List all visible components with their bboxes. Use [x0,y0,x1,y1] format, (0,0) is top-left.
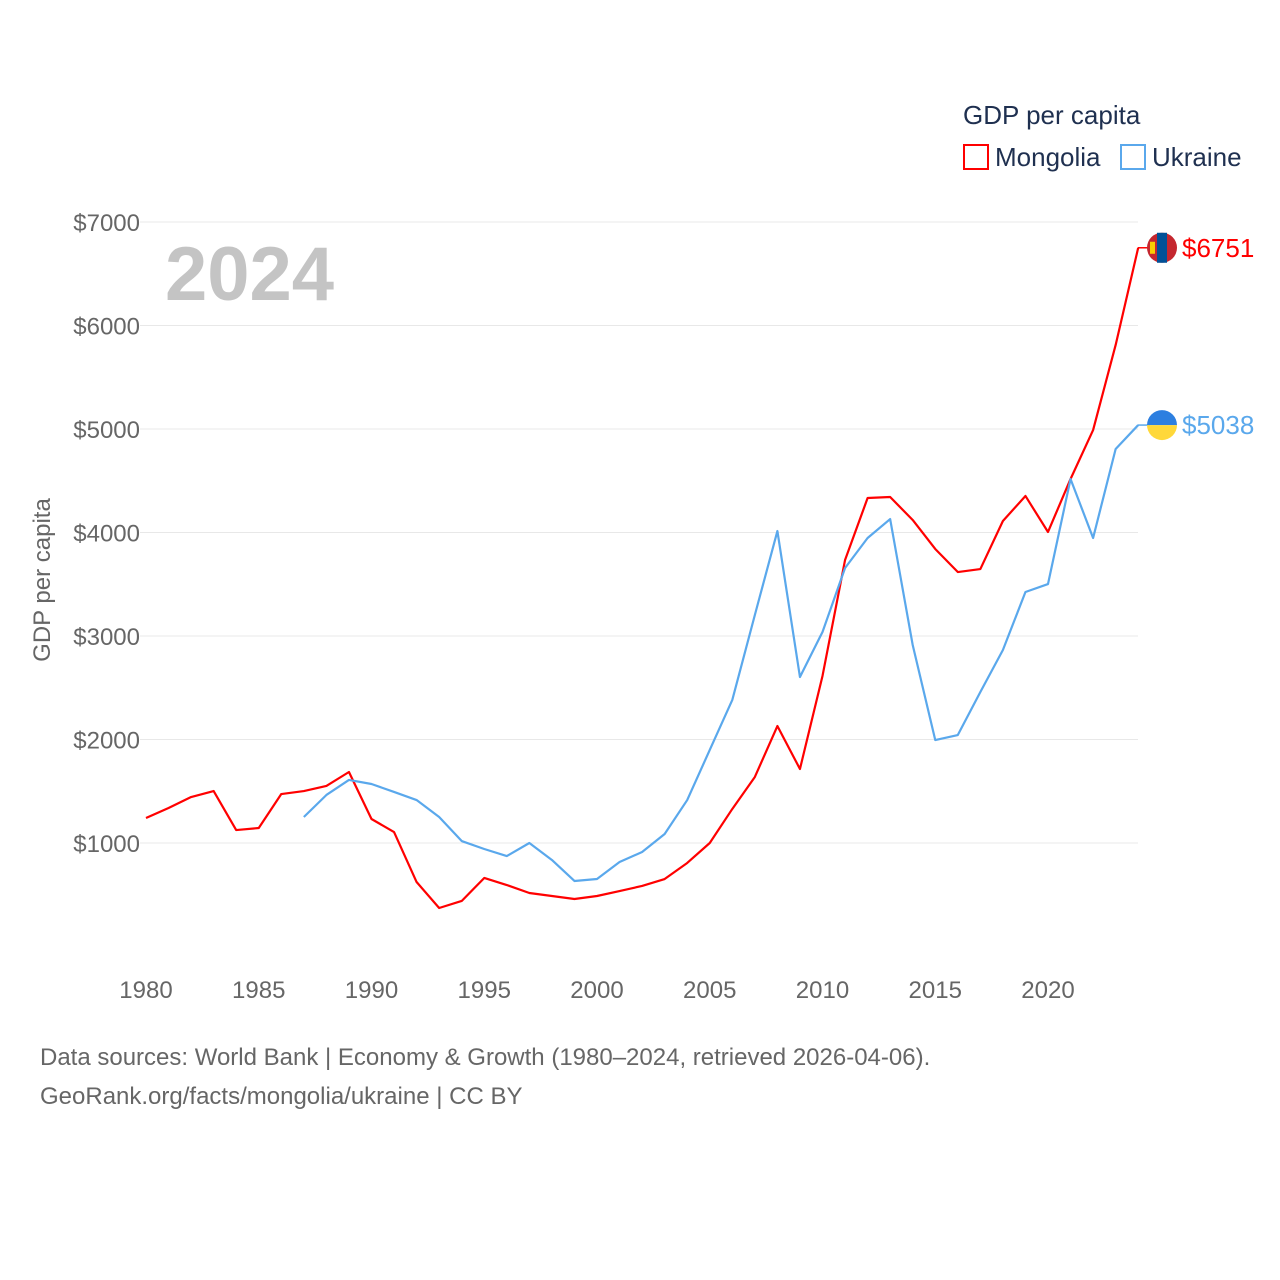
end-value-label: $6751 [1182,233,1254,263]
legend: Mongolia Ukraine [963,142,1242,172]
legend-swatch [1120,144,1146,170]
end-labels: $6751 $5038 [1138,232,1254,441]
x-tick-label: 2005 [683,977,736,1004]
x-tick-label: 2020 [1021,977,1074,1004]
y-tick-label: $4000 [73,521,140,548]
x-tick-label: 1980 [119,977,172,1004]
x-tick-label: 1985 [232,977,285,1004]
ukraine-flag-icon [1147,410,1177,441]
x-tick-label: 2000 [570,977,623,1004]
y-tick-label: $3000 [73,624,140,651]
series-line-ukraine [303,424,1140,883]
y-tick-label: $5000 [73,417,140,444]
x-tick-label: 1990 [345,977,398,1004]
x-tick-label: 2015 [909,977,962,1004]
mongolia-flag-icon [1147,232,1177,263]
end-value-label: $5038 [1182,410,1254,440]
legend-swatch [963,144,989,170]
y-tick-label: $2000 [73,728,140,755]
x-tick-label: 2010 [796,977,849,1004]
x-axis-ticks: 1980 1985 1990 1995 2000 2005 2010 2015 2020 [119,977,1074,1004]
footer-link[interactable]: GeoRank.org/facts/mongolia/ukraine | CC … [40,1083,523,1110]
x-tick-label: 1995 [458,977,511,1004]
legend-label: Mongolia [995,142,1101,172]
grid-lines [140,221,1138,844]
flag-soyombo [1150,241,1155,254]
flag-blue [1157,232,1167,263]
footer-sources: Data sources: World Bank | Economy & Gro… [40,1044,931,1071]
y-axis-label: GDP per capita [29,498,56,662]
legend-title: GDP per capita [963,100,1141,130]
y-tick-label: $7000 [73,210,140,237]
series-line-mongolia [145,247,1140,910]
y-tick-label: $1000 [73,831,140,858]
series-lines [145,247,1140,910]
y-axis-ticks: $1000 $2000 $3000 $4000 $5000 $6000 $7000 [73,210,140,858]
y-tick-label: $6000 [73,314,140,341]
flag-yellow [1147,425,1177,441]
legend-label: Ukraine [1152,142,1242,172]
flag-blue [1147,410,1177,426]
year-label: 2024 [165,232,334,317]
